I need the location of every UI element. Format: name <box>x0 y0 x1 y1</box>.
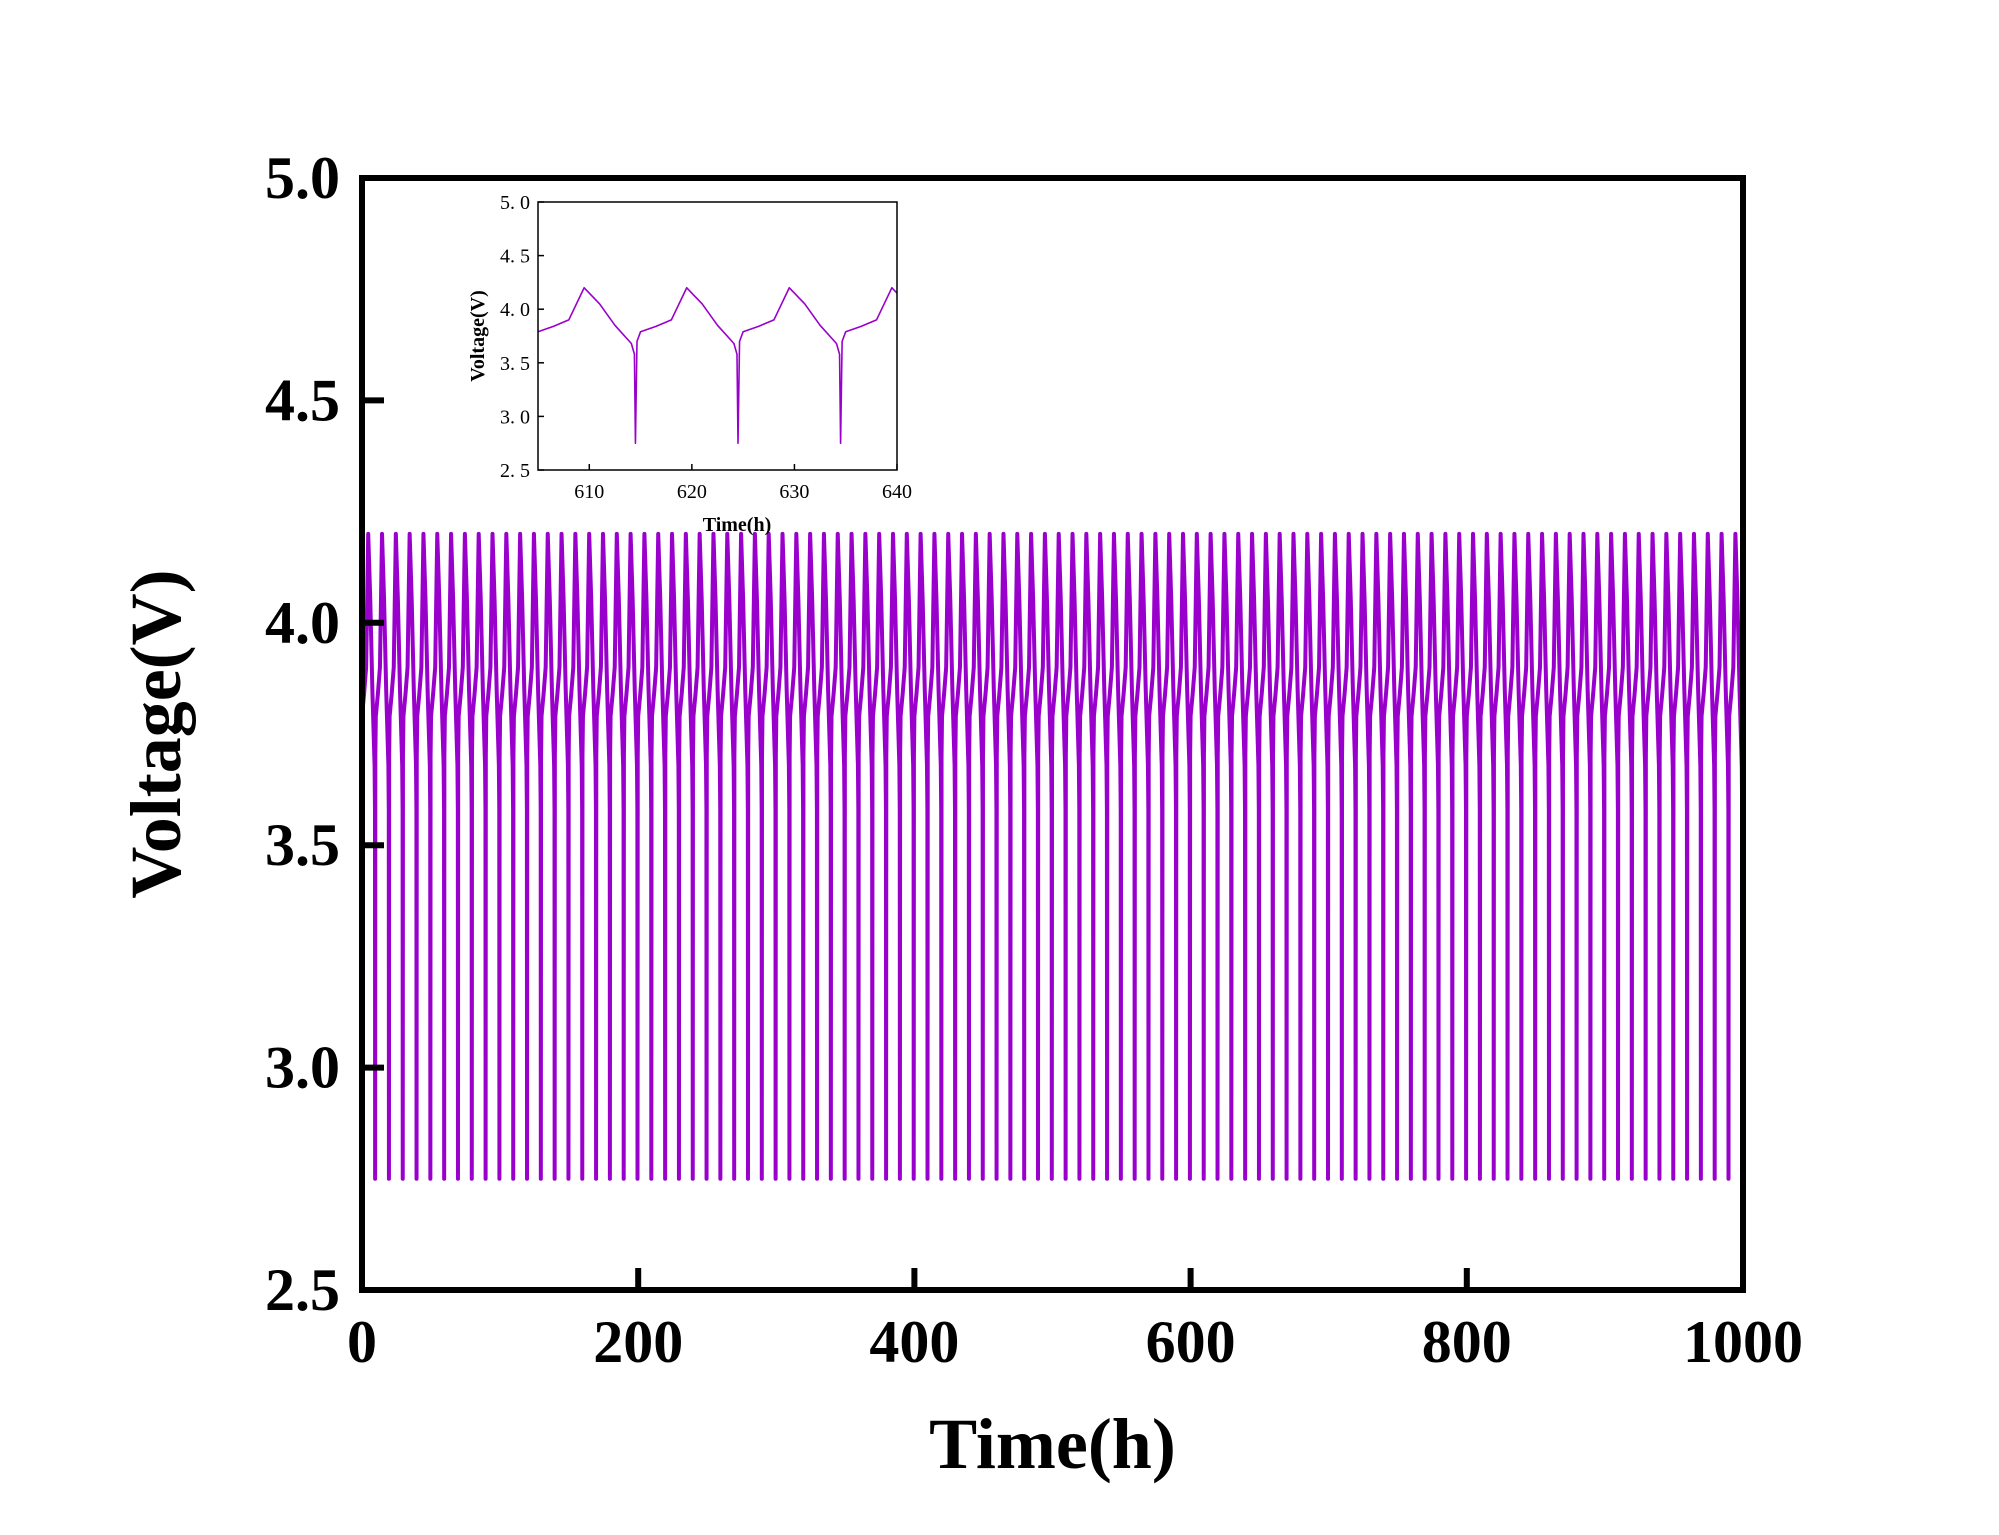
main-y-tick-label: 2.5 <box>265 1257 340 1323</box>
inset-plot-frame <box>537 201 898 471</box>
inset-x-ticks: 610 620 630 640 <box>574 464 912 503</box>
inset-voltage-series-line <box>537 286 898 444</box>
main-voltage-series-line <box>360 531 1745 1181</box>
inset-x-tick-label: 610 <box>574 481 604 503</box>
main-x-tick-label: 0 <box>347 1309 377 1375</box>
inset-y-axis-label: Voltage(V) <box>467 290 489 381</box>
main-y-ticks: 2.5 3.0 3.5 4.0 4.5 5.0 <box>265 145 384 1323</box>
inset-y-tick-label: 4. 0 <box>500 299 530 321</box>
inset-y-tick-label: 3. 0 <box>500 406 530 428</box>
main-y-axis-label: Voltage(V) <box>116 569 196 898</box>
main-x-tick-label: 600 <box>1146 1309 1236 1375</box>
main-x-axis-label: Time(h) <box>929 1404 1176 1484</box>
main-y-tick-label: 4.5 <box>265 367 340 433</box>
inset-x-tick-label: 620 <box>677 481 707 503</box>
main-x-tick-label: 400 <box>869 1309 959 1375</box>
main-x-ticks: 0 200 400 600 800 1000 <box>347 1268 1803 1375</box>
inset-y-tick-label: 4. 5 <box>500 246 530 268</box>
inset-x-tick-label: 630 <box>779 481 809 503</box>
inset-y-tick-label: 5. 0 <box>500 192 530 214</box>
main-y-tick-label: 3.5 <box>265 812 340 878</box>
inset-x-tick-label: 640 <box>882 481 912 503</box>
main-y-tick-label: 4.0 <box>265 590 340 656</box>
main-x-tick-label: 1000 <box>1683 1309 1803 1375</box>
main-y-tick-label: 3.0 <box>265 1035 340 1101</box>
inset-background <box>538 202 897 470</box>
main-plot: 0 200 400 600 800 1000 2.5 3.0 3.5 4.0 4.5 5.0 Tim… <box>116 145 1803 1484</box>
main-x-tick-label: 200 <box>593 1309 683 1375</box>
main-x-tick-label: 800 <box>1422 1309 1512 1375</box>
inset-y-tick-label: 2. 5 <box>500 460 530 482</box>
inset-plot: 610 620 630 640 2. 5 3. 0 3. 5 4. 0 4. 5 5. 0 Ti… <box>467 192 912 536</box>
inset-x-axis-label: Time(h) <box>703 514 772 536</box>
main-plot-frame <box>359 175 1746 1293</box>
inset-y-ticks: 2. 5 3. 0 3. 5 4. 0 4. 5 5. 0 <box>500 192 544 482</box>
main-y-tick-label: 5.0 <box>265 145 340 211</box>
inset-y-tick-label: 3. 5 <box>500 353 530 375</box>
